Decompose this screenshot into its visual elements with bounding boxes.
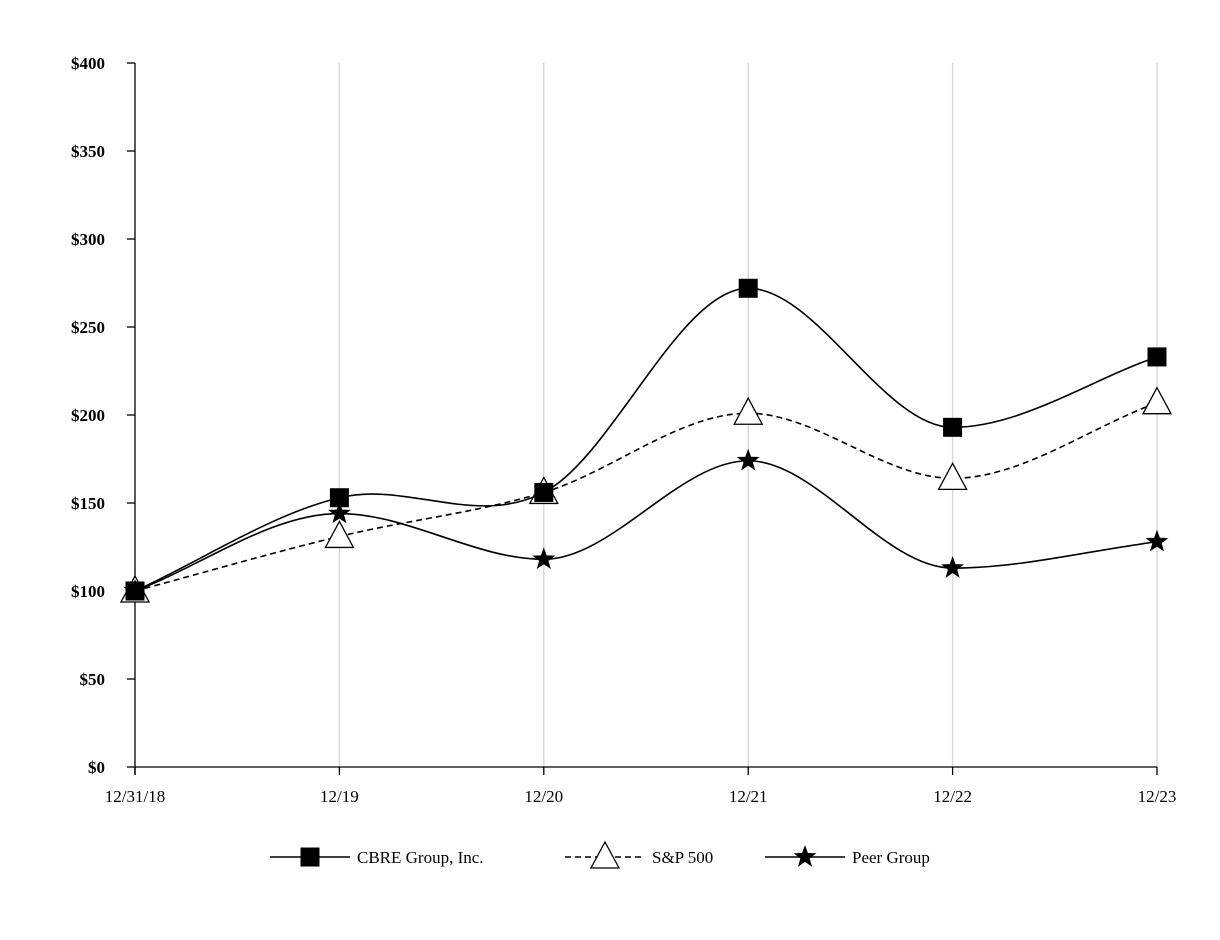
y-tick-label: $200 [71, 406, 105, 425]
y-tick-label: $100 [71, 582, 105, 601]
data-point-cbre-group-inc-1 [329, 488, 349, 508]
data-point-s-p-500-1 [324, 520, 355, 549]
y-tick-label: $300 [71, 230, 105, 249]
legend-marker [793, 845, 817, 867]
legend-label: CBRE Group, Inc. [357, 848, 484, 867]
data-point-cbre-group-inc-3 [738, 278, 758, 298]
y-axis-ticks: $0 $50 $100 $150 $200 $250 $300 $350 $400 [71, 54, 135, 777]
legend-marker [589, 840, 621, 869]
x-tick-label: 12/20 [524, 787, 563, 806]
legend-marker [300, 847, 320, 867]
series [119, 278, 1173, 603]
legend-item-peer-group: Peer Group [765, 845, 930, 867]
y-tick-label: $150 [71, 494, 105, 513]
data-point-peer-group-4 [941, 556, 965, 578]
y-tick-label: $0 [88, 758, 105, 777]
data-point-cbre-group-inc-4 [943, 417, 963, 437]
data-point-peer-group-3 [736, 448, 760, 471]
series-s-p-500 [119, 386, 1173, 603]
data-point-peer-group-2 [532, 547, 556, 570]
series-cbre-group-inc [125, 278, 1167, 601]
series-line-peer-group [134, 459, 1158, 592]
series-line-cbre-group-inc [134, 287, 1158, 592]
data-point-peer-group-5 [1145, 529, 1169, 552]
x-tick-label: 12/21 [729, 787, 768, 806]
data-point-cbre-group-inc-2 [534, 482, 554, 502]
data-point-cbre-group-inc-5 [1147, 347, 1167, 367]
series-line-s-p-500 [134, 401, 1158, 592]
data-point-cbre-group-inc-0 [125, 581, 145, 601]
y-tick-label: $400 [71, 54, 105, 73]
axes [134, 63, 1157, 775]
x-tick-label: 12/23 [1138, 787, 1177, 806]
data-point-s-p-500-3 [733, 396, 764, 425]
data-point-peer-group-1 [327, 501, 351, 524]
x-tick-label: 12/22 [933, 787, 972, 806]
legend: CBRE Group, Inc. S&P 500 Peer Group [270, 840, 930, 869]
data-point-s-p-500-5 [1141, 386, 1173, 415]
legend-item-cbre-group-inc: CBRE Group, Inc. [270, 847, 484, 867]
y-tick-label: $50 [80, 670, 106, 689]
y-tick-label: $350 [71, 142, 105, 161]
series-peer-group [123, 448, 1169, 601]
x-tick-label: 12/31/18 [105, 787, 165, 806]
x-tick-label: 12/19 [320, 787, 359, 806]
legend-label: S&P 500 [652, 848, 713, 867]
legend-label: Peer Group [852, 848, 930, 867]
y-tick-label: $250 [71, 318, 105, 337]
data-point-s-p-500-4 [937, 461, 968, 491]
x-axis-ticks: 12/31/18 12/19 12/20 12/21 12/22 12/23 [105, 767, 1177, 806]
legend-item-s-p-500: S&P 500 [565, 840, 713, 869]
